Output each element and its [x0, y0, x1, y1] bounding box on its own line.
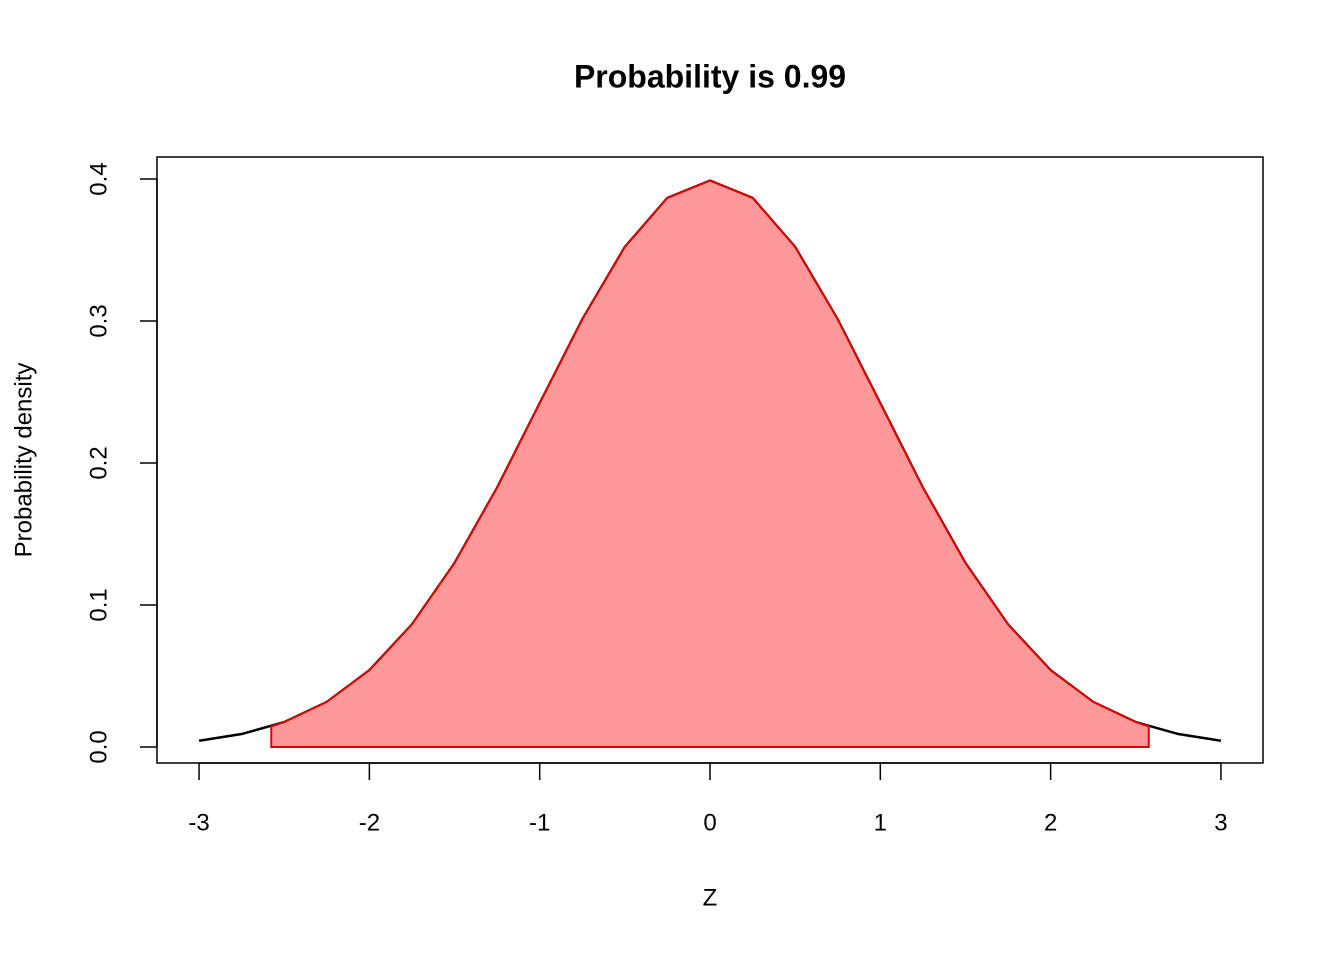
x-tick-label: 3: [1214, 809, 1227, 836]
x-axis-label: Z: [703, 884, 718, 911]
x-tick-label: 0: [703, 809, 716, 836]
y-tick-label: 0.0: [85, 730, 112, 763]
x-tick-label: -3: [188, 809, 209, 836]
y-tick-label: 0.1: [85, 588, 112, 621]
shaded-area: [270, 179, 1150, 748]
chart-title: Probability is 0.99: [574, 58, 846, 94]
y-tick-label: 0.2: [85, 446, 112, 479]
x-tick-label: 2: [1044, 809, 1057, 836]
y-axis-label: Probability density: [10, 363, 37, 558]
x-tick-label: 1: [874, 809, 887, 836]
y-tick-label: 0.4: [85, 162, 112, 195]
y-tick-label: 0.3: [85, 304, 112, 337]
x-tick-label: -2: [359, 809, 380, 836]
x-tick-label: -1: [529, 809, 550, 836]
